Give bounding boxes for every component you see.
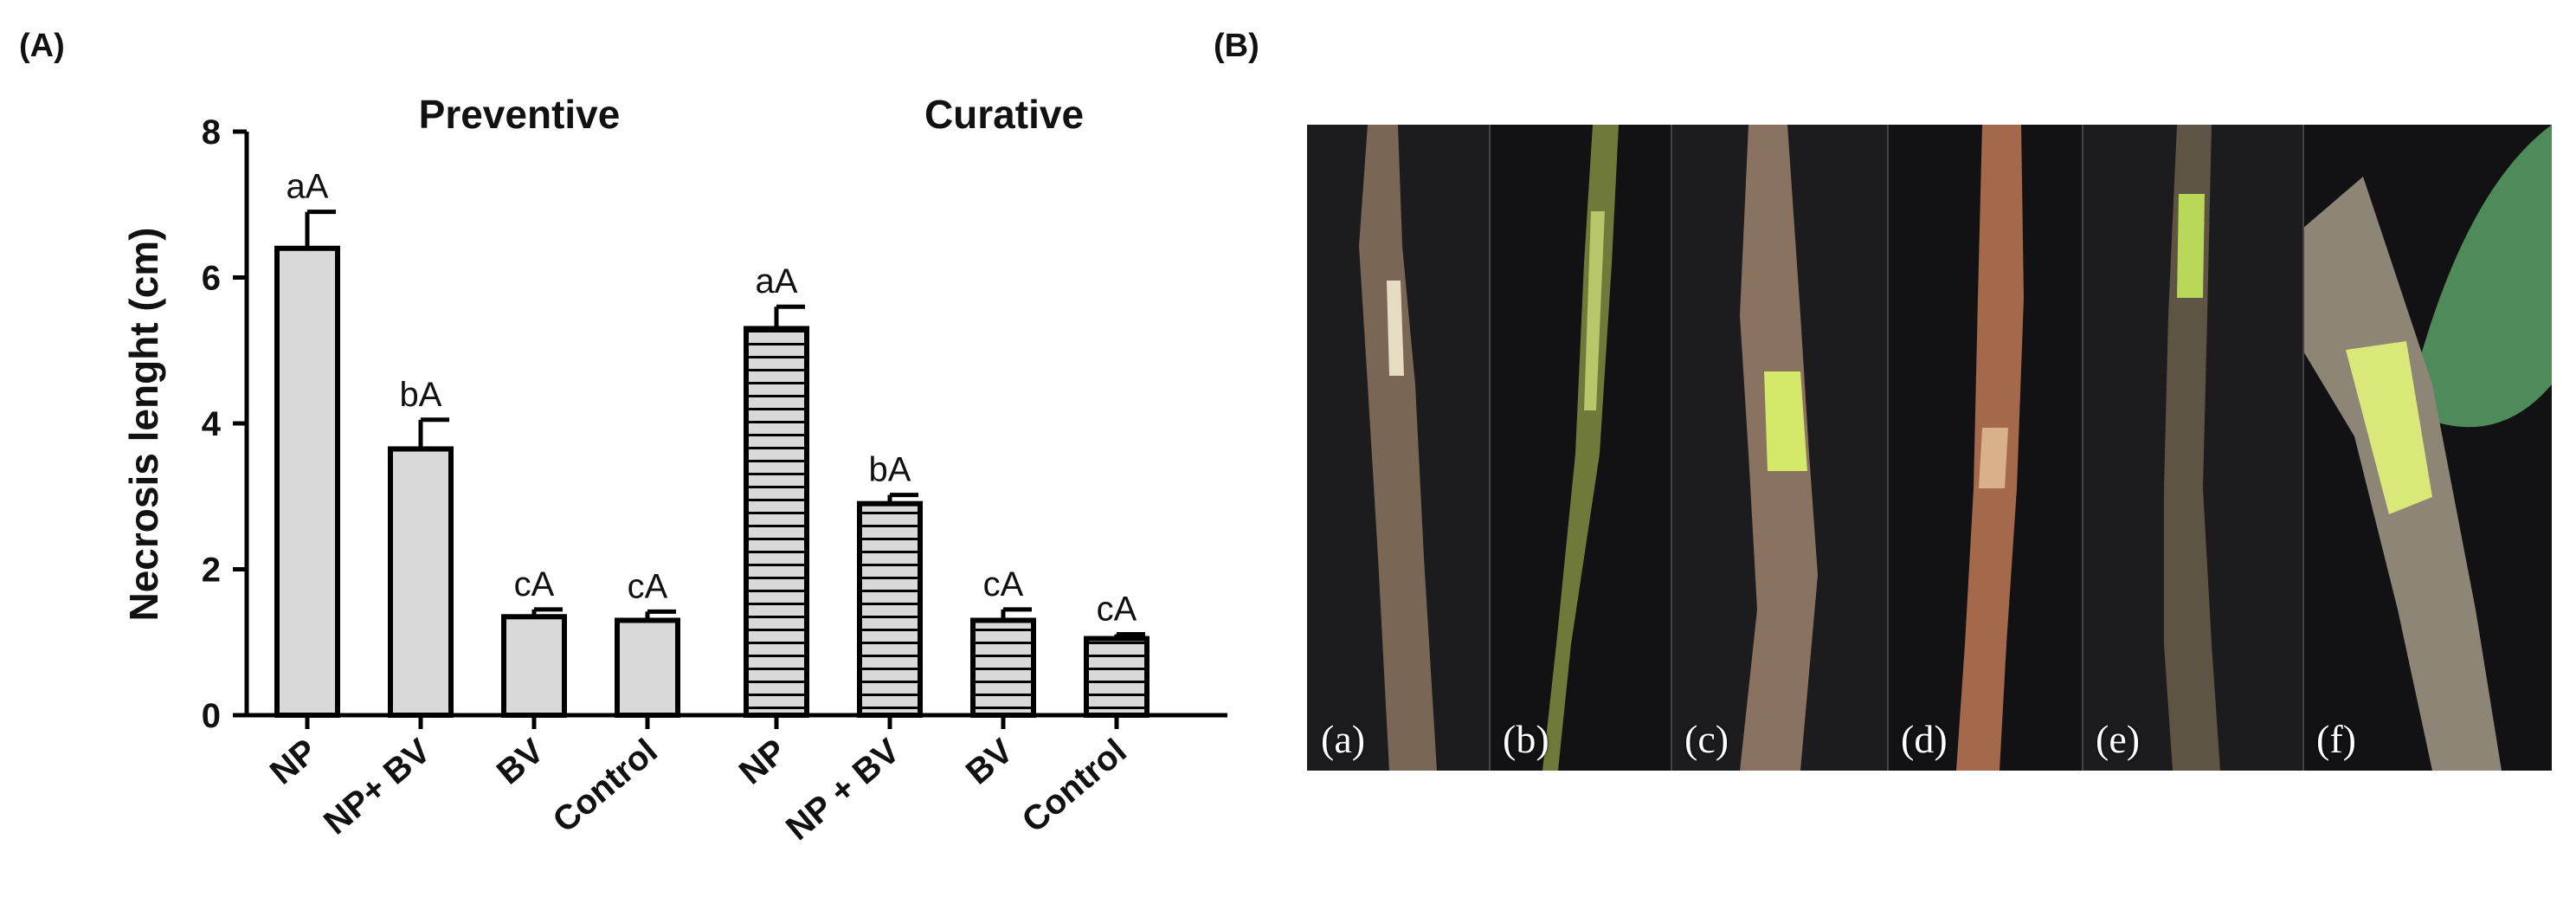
stem-shape [1359, 125, 1437, 771]
y-tick-label: 2 [202, 552, 221, 590]
stem-photo: (f) [2302, 125, 2552, 771]
photo-label: (c) [1684, 717, 1729, 761]
stem-illustration [1740, 125, 1818, 771]
photo-label: (b) [1503, 717, 1549, 761]
bar [615, 617, 680, 718]
lesion-shape [1584, 211, 1605, 410]
lesion-shape [1979, 428, 2008, 488]
stem-illustration [1359, 125, 1437, 771]
stem-photo: (d) [1887, 125, 2082, 771]
significance-letter: cA [1097, 590, 1137, 628]
group-title: Curative [924, 92, 1084, 137]
lesion-shape [1764, 371, 1807, 471]
y-tick-label: 8 [202, 113, 221, 152]
photo-divider [1489, 125, 1491, 771]
bar [501, 614, 567, 719]
bar [857, 500, 923, 718]
significance-letter: bA [400, 376, 442, 414]
bar [744, 326, 809, 718]
stem-illustration [2164, 125, 2220, 771]
stem-photo-panel: (a) (b) (c) (d) (e) (f) [1307, 125, 2552, 771]
bar [388, 446, 454, 718]
lesion-shape [2346, 341, 2432, 514]
y-tick-label: 6 [202, 260, 221, 298]
y-tick-label: 4 [202, 405, 222, 443]
significance-letter: aA [756, 262, 798, 300]
bar [970, 617, 1036, 718]
photo-label: (a) [1321, 717, 1366, 761]
x-tick-label: Control [1015, 732, 1134, 840]
stem-illustration [1956, 125, 2024, 771]
photo-label: (f) [2316, 717, 2356, 761]
significance-letter: aA [287, 168, 329, 206]
significance-letter: cA [514, 565, 555, 604]
stem-illustration [1542, 125, 1619, 771]
photo-divider [2082, 125, 2083, 771]
leaf-shape [2406, 125, 2552, 428]
significance-letter: bA [869, 451, 911, 489]
x-tick-label: NP [732, 732, 794, 791]
significance-letter: cA [983, 565, 1024, 604]
group-title: Preventive [419, 92, 621, 137]
stem-photo: (a) [1307, 125, 1489, 771]
y-tick-label: 0 [202, 697, 221, 735]
photo-divider [2302, 125, 2304, 771]
y-axis-label: Necrosis lenght (cm) [121, 228, 166, 622]
stem-photo: (b) [1489, 125, 1671, 771]
photo-divider [1671, 125, 1672, 771]
x-tick-label: BV [490, 732, 551, 792]
photo-label: (e) [2096, 717, 2141, 761]
x-tick-label: BV [959, 732, 1021, 792]
photo-label: (d) [1901, 717, 1948, 761]
bar [274, 245, 340, 718]
photo-divider [1887, 125, 1889, 771]
necrosis-bar-chart: 0 2 4 6 8 Necrosis lenght (cm) Preventive aA NP b… [121, 92, 1227, 848]
x-tick-label: NP + BV [779, 732, 907, 848]
stem-photo: (c) [1671, 125, 1887, 771]
panel-a-label: (A) [19, 28, 65, 64]
lesion-shape [1387, 281, 1404, 376]
bar [1084, 636, 1150, 718]
panel-b-label: (B) [1214, 28, 1259, 64]
stem-illustration [2302, 125, 2552, 771]
stem-photo: (e) [2082, 125, 2302, 771]
x-tick-label: NP [263, 732, 325, 791]
significance-letter: cA [628, 567, 668, 605]
x-tick-label: NP+ BV [317, 732, 438, 842]
stem-shape [1542, 125, 1619, 771]
x-tick-label: Control [546, 732, 665, 840]
lesion-shape [2177, 194, 2205, 298]
